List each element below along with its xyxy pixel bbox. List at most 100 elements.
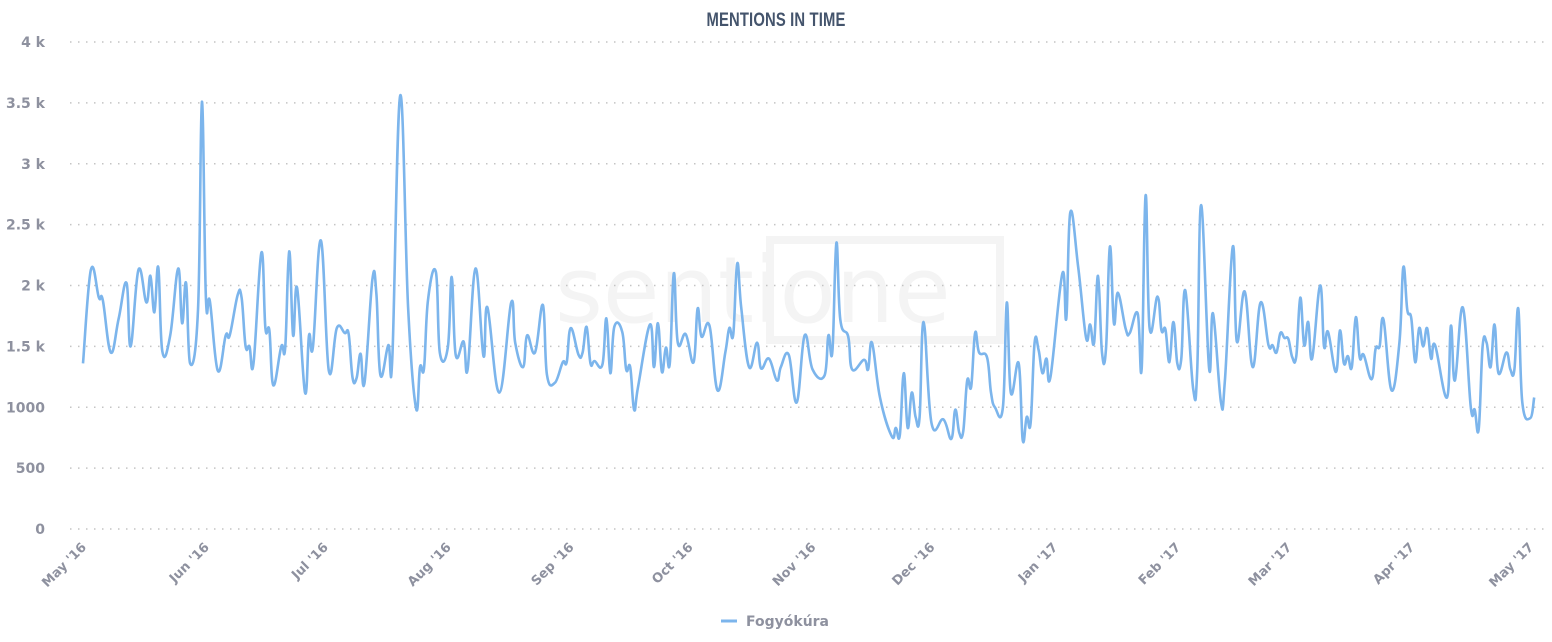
data-point[interactable] xyxy=(662,344,670,352)
data-point[interactable] xyxy=(646,320,654,328)
data-point[interactable] xyxy=(1269,341,1277,349)
data-point[interactable] xyxy=(1205,364,1213,372)
data-point[interactable] xyxy=(1233,338,1241,346)
data-point[interactable] xyxy=(670,269,678,277)
data-point[interactable] xyxy=(412,404,420,412)
data-point[interactable] xyxy=(1344,352,1352,360)
data-point[interactable] xyxy=(987,389,995,397)
data-point[interactable] xyxy=(674,339,682,347)
data-point[interactable] xyxy=(975,348,983,356)
data-point[interactable] xyxy=(1451,376,1459,384)
data-point[interactable] xyxy=(1360,351,1368,359)
data-point[interactable] xyxy=(353,374,361,382)
data-point[interactable] xyxy=(682,330,690,338)
data-point[interactable] xyxy=(368,275,376,283)
data-point[interactable] xyxy=(424,296,432,304)
data-point[interactable] xyxy=(1272,348,1280,356)
data-point[interactable] xyxy=(567,324,575,332)
data-point[interactable] xyxy=(1102,345,1110,353)
data-point[interactable] xyxy=(1495,369,1503,377)
data-point[interactable] xyxy=(1007,389,1015,397)
data-point[interactable] xyxy=(824,331,832,339)
data-point[interactable] xyxy=(214,367,222,375)
data-point[interactable] xyxy=(892,424,900,432)
data-point[interactable] xyxy=(285,247,293,255)
data-point[interactable] xyxy=(820,372,828,380)
data-point[interactable] xyxy=(1249,363,1257,371)
data-point[interactable] xyxy=(1161,325,1169,333)
data-point[interactable] xyxy=(301,389,309,397)
data-point[interactable] xyxy=(777,363,785,371)
data-point[interactable] xyxy=(166,331,174,339)
data-point[interactable] xyxy=(630,406,638,414)
data-point[interactable] xyxy=(888,432,896,440)
data-point[interactable] xyxy=(1189,385,1197,393)
data-point[interactable] xyxy=(828,347,836,355)
data-point[interactable] xyxy=(753,339,761,347)
data-point[interactable] xyxy=(1443,394,1451,402)
data-point[interactable] xyxy=(158,347,166,355)
data-point[interactable] xyxy=(598,361,606,369)
data-point[interactable] xyxy=(1181,286,1189,294)
data-point[interactable] xyxy=(1209,310,1217,318)
data-point[interactable] xyxy=(174,264,182,272)
data-point[interactable] xyxy=(206,297,214,305)
data-point[interactable] xyxy=(721,348,729,356)
data-point[interactable] xyxy=(1487,363,1495,371)
data-point[interactable] xyxy=(123,279,131,287)
data-point[interactable] xyxy=(757,364,765,372)
data-point[interactable] xyxy=(876,394,884,402)
data-point[interactable] xyxy=(142,299,150,307)
data-point[interactable] xyxy=(999,403,1007,411)
data-point[interactable] xyxy=(1197,201,1205,209)
data-point[interactable] xyxy=(293,284,301,292)
data-point[interactable] xyxy=(1039,369,1047,377)
data-point[interactable] xyxy=(729,330,737,338)
data-point[interactable] xyxy=(991,403,999,411)
data-point[interactable] xyxy=(357,350,365,358)
data-point[interactable] xyxy=(246,342,254,350)
data-point[interactable] xyxy=(1340,359,1348,367)
data-point[interactable] xyxy=(793,398,801,406)
data-point[interactable] xyxy=(836,316,844,324)
data-point[interactable] xyxy=(916,413,924,421)
data-point[interactable] xyxy=(448,273,456,281)
data-point[interactable] xyxy=(127,342,135,350)
data-point[interactable] xyxy=(543,370,551,378)
data-point[interactable] xyxy=(809,366,817,374)
data-point[interactable] xyxy=(583,323,591,331)
data-point[interactable] xyxy=(1475,425,1483,433)
data-point[interactable] xyxy=(626,363,634,371)
data-point[interactable] xyxy=(325,367,333,375)
data-point[interactable] xyxy=(602,314,610,322)
data-point[interactable] xyxy=(1510,366,1518,374)
data-point[interactable] xyxy=(226,331,234,339)
data-point[interactable] xyxy=(523,331,531,339)
data-point[interactable] xyxy=(1154,292,1162,300)
data-point[interactable] xyxy=(1431,341,1439,349)
data-point[interactable] xyxy=(333,324,341,332)
data-point[interactable] xyxy=(1003,299,1011,307)
data-point[interactable] xyxy=(1241,288,1249,296)
data-point[interactable] xyxy=(178,319,186,327)
data-point[interactable] xyxy=(472,264,480,272)
data-point[interactable] xyxy=(959,428,967,436)
data-point[interactable] xyxy=(150,308,158,316)
data-point[interactable] xyxy=(1502,348,1510,356)
data-point[interactable] xyxy=(115,314,123,322)
data-point[interactable] xyxy=(372,290,380,298)
data-point[interactable] xyxy=(1399,263,1407,271)
data-point[interactable] xyxy=(606,369,614,377)
data-point[interactable] xyxy=(1094,272,1102,280)
data-point[interactable] xyxy=(1134,310,1142,318)
data-point[interactable] xyxy=(1336,327,1344,335)
data-point[interactable] xyxy=(1086,320,1094,328)
data-point[interactable] xyxy=(257,249,265,257)
data-point[interactable] xyxy=(87,266,95,274)
data-point[interactable] xyxy=(1352,313,1360,321)
data-point[interactable] xyxy=(1348,363,1356,371)
data-point[interactable] xyxy=(531,348,539,356)
data-point[interactable] xyxy=(1491,320,1499,328)
data-point[interactable] xyxy=(733,260,741,268)
data-point[interactable] xyxy=(507,299,515,307)
